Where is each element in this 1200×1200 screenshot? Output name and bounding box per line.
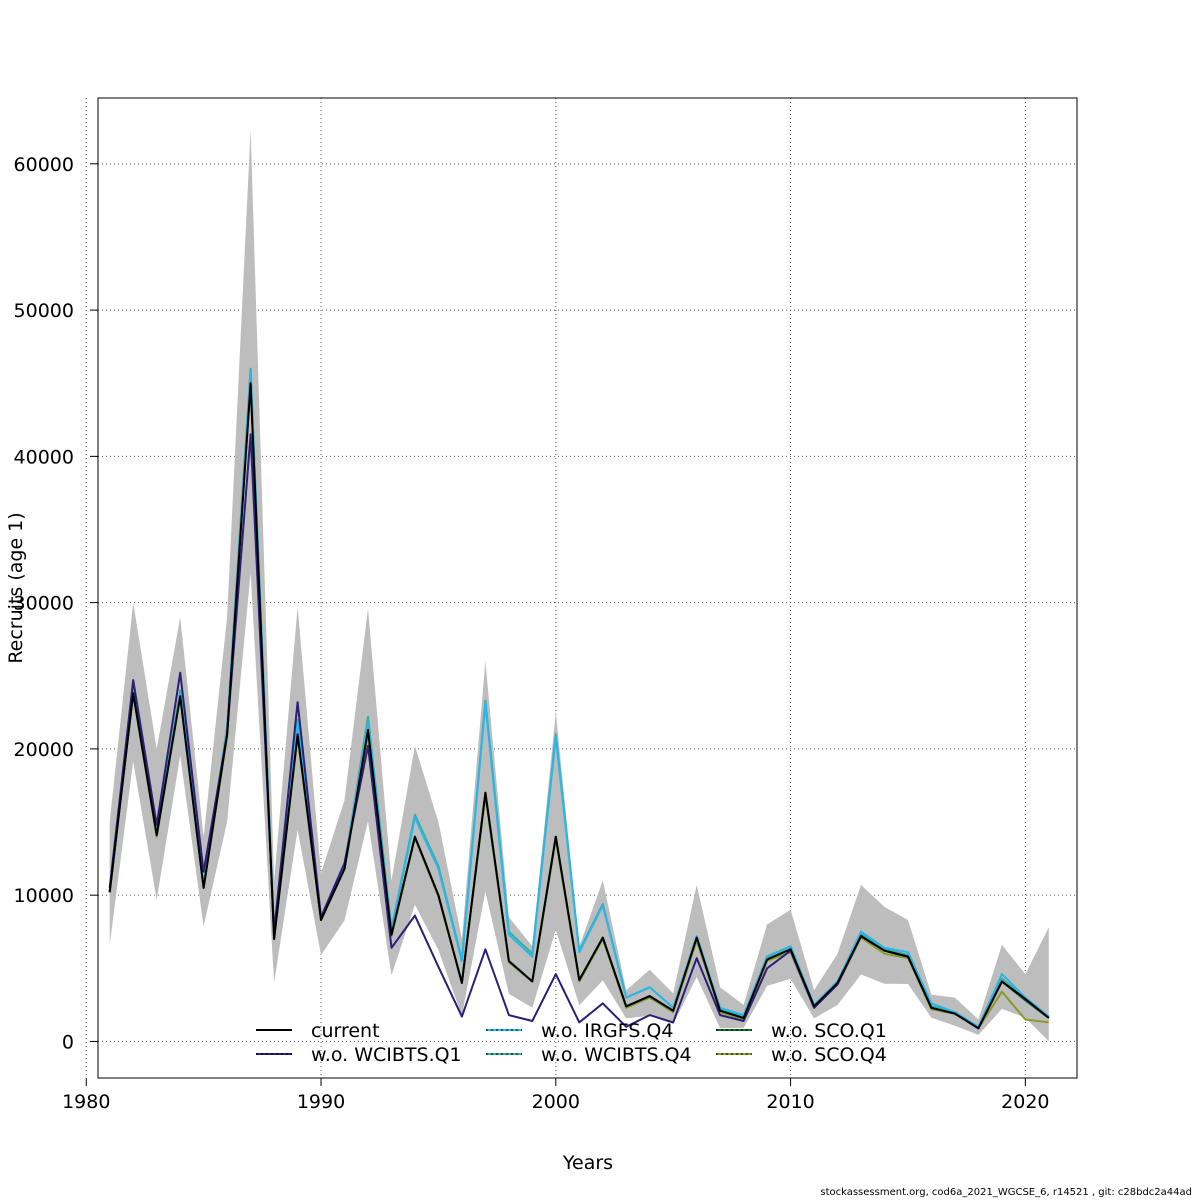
y-tick-label: 20000 (14, 739, 74, 761)
x-tick-label: 2020 (1001, 1091, 1049, 1113)
confidence-band (109, 130, 1049, 1042)
series-lines-layer (108, 367, 1050, 1030)
y-tick-label: 40000 (14, 446, 74, 468)
legend-label-w-o-irgfs-q4: w.o. IRGFS.Q4 (541, 1020, 673, 1042)
y-tick-label: 10000 (14, 885, 74, 907)
x-axis-label: Years (562, 1152, 613, 1174)
legend-label-w-o-wcibts-q1: w.o. WCIBTS.Q1 (311, 1044, 462, 1066)
plot-frame (97, 97, 1078, 1079)
y-tick-label: 0 (62, 1031, 74, 1053)
confidence-band-layer (109, 130, 1049, 1042)
axes: 1980 1990 2000 2010 2020 0 10000 20000 30000 4000… (14, 154, 1050, 1113)
series-line-current (108, 382, 1050, 1030)
x-tick-label: 1980 (62, 1091, 110, 1113)
footer-credit: stockassessment.org, cod6a_2021_WGCSE_6,… (820, 1187, 1192, 1198)
legend-label-current: current (311, 1020, 380, 1042)
legend-label-w-o-wcibts-q4: w.o. WCIBTS.Q4 (541, 1044, 692, 1066)
legend-label-w-o-sco-q4: w.o. SCO.Q4 (771, 1044, 887, 1066)
x-tick-label: 2000 (532, 1091, 580, 1113)
y-tick-label: 50000 (14, 300, 74, 322)
x-tick-label: 1990 (297, 1091, 345, 1113)
y-tick-label: 60000 (14, 154, 74, 176)
legend-label-w-o-sco-q1: w.o. SCO.Q1 (771, 1020, 887, 1042)
y-axis-label: Recruits (age 1) (5, 512, 27, 663)
x-tick-label: 2010 (766, 1091, 814, 1113)
y-tick-label: 30000 (14, 593, 74, 615)
